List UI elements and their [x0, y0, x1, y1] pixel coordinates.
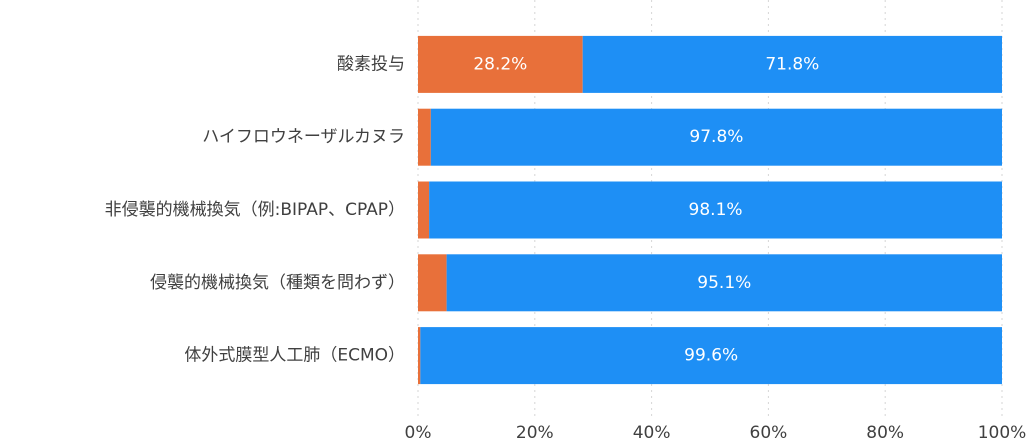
- x-tick-label: 0%: [405, 423, 432, 443]
- x-tick-label: 60%: [750, 423, 788, 443]
- bar-segment: [418, 35, 583, 93]
- bar-segment: [418, 108, 431, 166]
- bar-segment: [418, 181, 430, 239]
- category-label: 非侵襲的機械換気（例:BIPAP、CPAP）: [105, 200, 405, 220]
- category-label: 体外式膜型人工肺（ECMO）: [184, 346, 405, 366]
- category-label: 酸素投与: [337, 54, 405, 74]
- value-label: 28.2%: [473, 54, 527, 74]
- bar-segment: [418, 327, 421, 385]
- value-label: 97.8%: [689, 127, 743, 147]
- value-label: 95.1%: [697, 273, 751, 293]
- x-tick-label: 80%: [866, 423, 904, 443]
- bar-segment: [418, 254, 447, 312]
- value-label: 99.6%: [684, 346, 738, 366]
- bar-segment: [430, 108, 1002, 166]
- bar-segment: [446, 254, 1003, 312]
- category-label: 侵襲的機械換気（種類を問わず）: [150, 273, 405, 293]
- x-tick-label: 40%: [633, 423, 671, 443]
- x-tick-label: 100%: [978, 423, 1027, 443]
- category-label: ハイフロウネーザルカヌラ: [202, 127, 405, 147]
- x-tick-label: 20%: [516, 423, 554, 443]
- value-label: 71.8%: [765, 54, 819, 74]
- bar-segment: [420, 327, 1002, 385]
- value-label: 98.1%: [689, 200, 743, 220]
- bar-segment: [429, 181, 1002, 239]
- bar-segment: [582, 35, 1002, 93]
